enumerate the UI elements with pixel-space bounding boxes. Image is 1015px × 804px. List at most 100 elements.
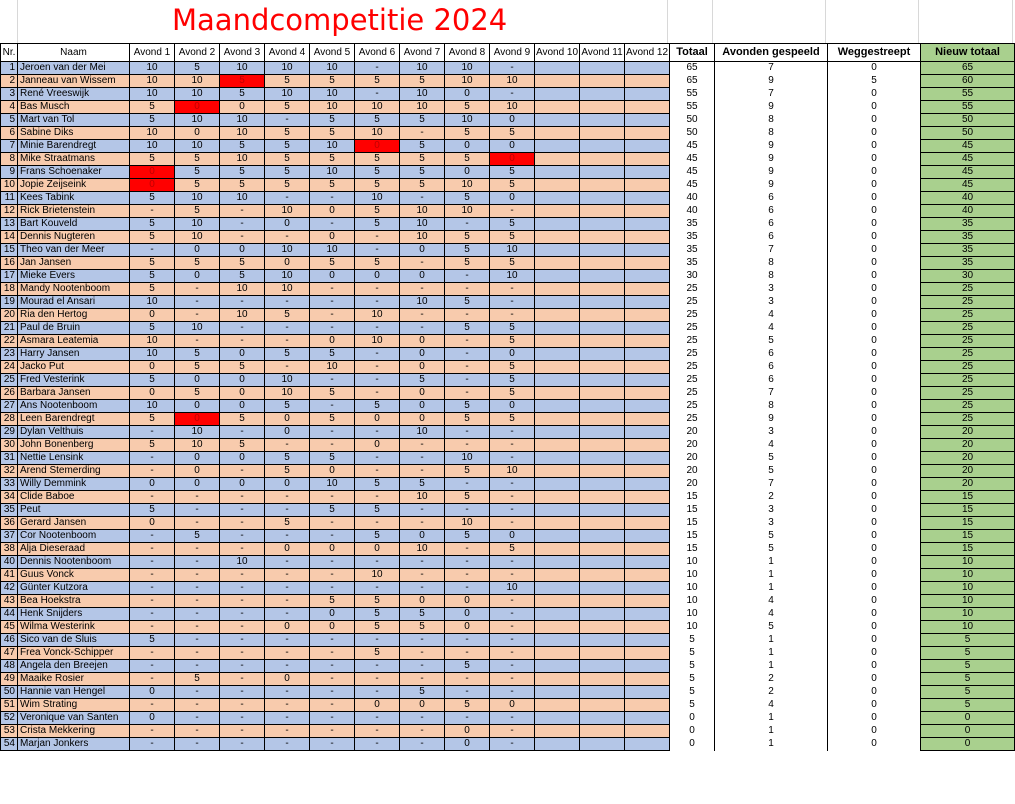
cell-avond-7[interactable]: 10 <box>399 204 445 218</box>
cell-totaal[interactable]: 15 <box>669 529 715 543</box>
cell-avond-9[interactable]: - <box>489 477 535 491</box>
cell-avond-10[interactable] <box>534 87 580 101</box>
cell-avond-7[interactable]: - <box>399 672 445 686</box>
cell-nr[interactable]: 1 <box>0 61 18 75</box>
cell-avond-8[interactable]: 5 <box>444 412 490 426</box>
cell-nr[interactable]: 51 <box>0 698 18 712</box>
cell-avond-12[interactable] <box>624 646 670 660</box>
cell-weggestreept[interactable]: 0 <box>827 373 921 387</box>
cell-avond-6[interactable]: 10 <box>354 100 400 114</box>
cell-totaal[interactable]: 25 <box>669 334 715 348</box>
cell-naam[interactable]: Jacko Put <box>17 360 130 374</box>
cell-avond-12[interactable] <box>624 438 670 452</box>
cell-avond-4[interactable]: - <box>264 321 310 335</box>
cell-avond-7[interactable]: - <box>399 464 445 478</box>
cell-avond-10[interactable] <box>534 451 580 465</box>
cell-avond-12[interactable] <box>624 659 670 673</box>
cell-avond-10[interactable] <box>534 659 580 673</box>
cell-avond-2[interactable]: - <box>174 334 220 348</box>
cell-naam[interactable]: Wim Strating <box>17 698 130 712</box>
cell-totaal[interactable]: 55 <box>669 87 715 101</box>
cell-avond-11[interactable] <box>579 204 625 218</box>
cell-avond-4[interactable]: - <box>264 230 310 244</box>
cell-nieuw-totaal[interactable]: 25 <box>920 321 1015 335</box>
cell-avond-5[interactable]: 5 <box>309 256 355 270</box>
cell-avond-12[interactable] <box>624 412 670 426</box>
cell-avond-5[interactable]: 5 <box>309 152 355 166</box>
cell-nr[interactable]: 42 <box>0 581 18 595</box>
cell-avond-7[interactable]: 0 <box>399 386 445 400</box>
cell-avond-5[interactable]: - <box>309 672 355 686</box>
cell-avond-11[interactable] <box>579 451 625 465</box>
cell-avond-12[interactable] <box>624 152 670 166</box>
cell-avonden-gespeeld[interactable]: 8 <box>714 126 828 140</box>
cell-avond-2[interactable]: 5 <box>174 347 220 361</box>
cell-avond-7[interactable]: - <box>399 503 445 517</box>
cell-avond-2[interactable]: 0 <box>174 126 220 140</box>
cell-avond-12[interactable] <box>624 529 670 543</box>
cell-avond-6[interactable]: 5 <box>354 152 400 166</box>
cell-nieuw-totaal[interactable]: 10 <box>920 607 1015 621</box>
cell-nieuw-totaal[interactable]: 10 <box>920 620 1015 634</box>
cell-avonden-gespeeld[interactable]: 7 <box>714 477 828 491</box>
cell-totaal[interactable]: 25 <box>669 295 715 309</box>
cell-weggestreept[interactable]: 0 <box>827 152 921 166</box>
cell-avond-1[interactable]: 5 <box>129 230 175 244</box>
cell-nieuw-totaal[interactable]: 60 <box>920 74 1015 88</box>
cell-avond-12[interactable] <box>624 451 670 465</box>
cell-avond-10[interactable] <box>534 529 580 543</box>
cell-avond-4[interactable]: - <box>264 659 310 673</box>
cell-avond-6[interactable]: 10 <box>354 191 400 205</box>
cell-nr[interactable]: 13 <box>0 217 18 231</box>
cell-avond-12[interactable] <box>624 282 670 296</box>
cell-avond-12[interactable] <box>624 477 670 491</box>
cell-naam[interactable]: Asmara Leatemia <box>17 334 130 348</box>
cell-avond-3[interactable]: 0 <box>219 386 265 400</box>
cell-avond-8[interactable]: - <box>444 269 490 283</box>
cell-avond-4[interactable]: 10 <box>264 373 310 387</box>
cell-weggestreept[interactable]: 0 <box>827 256 921 270</box>
cell-weggestreept[interactable]: 0 <box>827 464 921 478</box>
cell-avond-6[interactable]: 5 <box>354 503 400 517</box>
cell-avond-11[interactable] <box>579 295 625 309</box>
cell-avond-3[interactable]: 5 <box>219 256 265 270</box>
cell-naam[interactable]: Dennis Nugteren <box>17 230 130 244</box>
cell-avond-10[interactable] <box>534 61 580 75</box>
cell-avond-11[interactable] <box>579 256 625 270</box>
cell-avond-3[interactable]: - <box>219 633 265 647</box>
cell-avond-11[interactable] <box>579 646 625 660</box>
cell-avond-12[interactable] <box>624 256 670 270</box>
cell-avond-3[interactable]: - <box>219 672 265 686</box>
cell-avond-12[interactable] <box>624 74 670 88</box>
cell-totaal[interactable]: 25 <box>669 373 715 387</box>
cell-avond-8[interactable]: - <box>444 711 490 725</box>
cell-avond-11[interactable] <box>579 542 625 556</box>
cell-avond-10[interactable] <box>534 269 580 283</box>
cell-weggestreept[interactable]: 0 <box>827 386 921 400</box>
cell-avond-8[interactable]: - <box>444 425 490 439</box>
cell-avond-5[interactable]: - <box>309 568 355 582</box>
cell-nr[interactable]: 49 <box>0 672 18 686</box>
cell-avond-5[interactable]: - <box>309 321 355 335</box>
cell-naam[interactable]: Veronique van Santen <box>17 711 130 725</box>
cell-avond-3[interactable]: 0 <box>219 399 265 413</box>
cell-avond-2[interactable]: 0 <box>174 100 220 114</box>
cell-totaal[interactable]: 25 <box>669 321 715 335</box>
cell-avond-2[interactable]: - <box>174 503 220 517</box>
cell-nieuw-totaal[interactable]: 15 <box>920 542 1015 556</box>
cell-avond-2[interactable]: 10 <box>174 438 220 452</box>
cell-avond-3[interactable]: - <box>219 516 265 530</box>
cell-avond-2[interactable]: 5 <box>174 165 220 179</box>
cell-avonden-gespeeld[interactable]: 1 <box>714 646 828 660</box>
cell-avond-7[interactable]: - <box>399 633 445 647</box>
cell-nr[interactable]: 33 <box>0 477 18 491</box>
cell-avond-5[interactable]: 10 <box>309 87 355 101</box>
cell-avonden-gespeeld[interactable]: 3 <box>714 425 828 439</box>
cell-avond-10[interactable] <box>534 100 580 114</box>
cell-avond-10[interactable] <box>534 230 580 244</box>
cell-weggestreept[interactable]: 5 <box>827 74 921 88</box>
cell-avonden-gespeeld[interactable]: 4 <box>714 438 828 452</box>
cell-avond-11[interactable] <box>579 308 625 322</box>
cell-avond-1[interactable]: - <box>129 542 175 556</box>
cell-nieuw-totaal[interactable]: 45 <box>920 165 1015 179</box>
